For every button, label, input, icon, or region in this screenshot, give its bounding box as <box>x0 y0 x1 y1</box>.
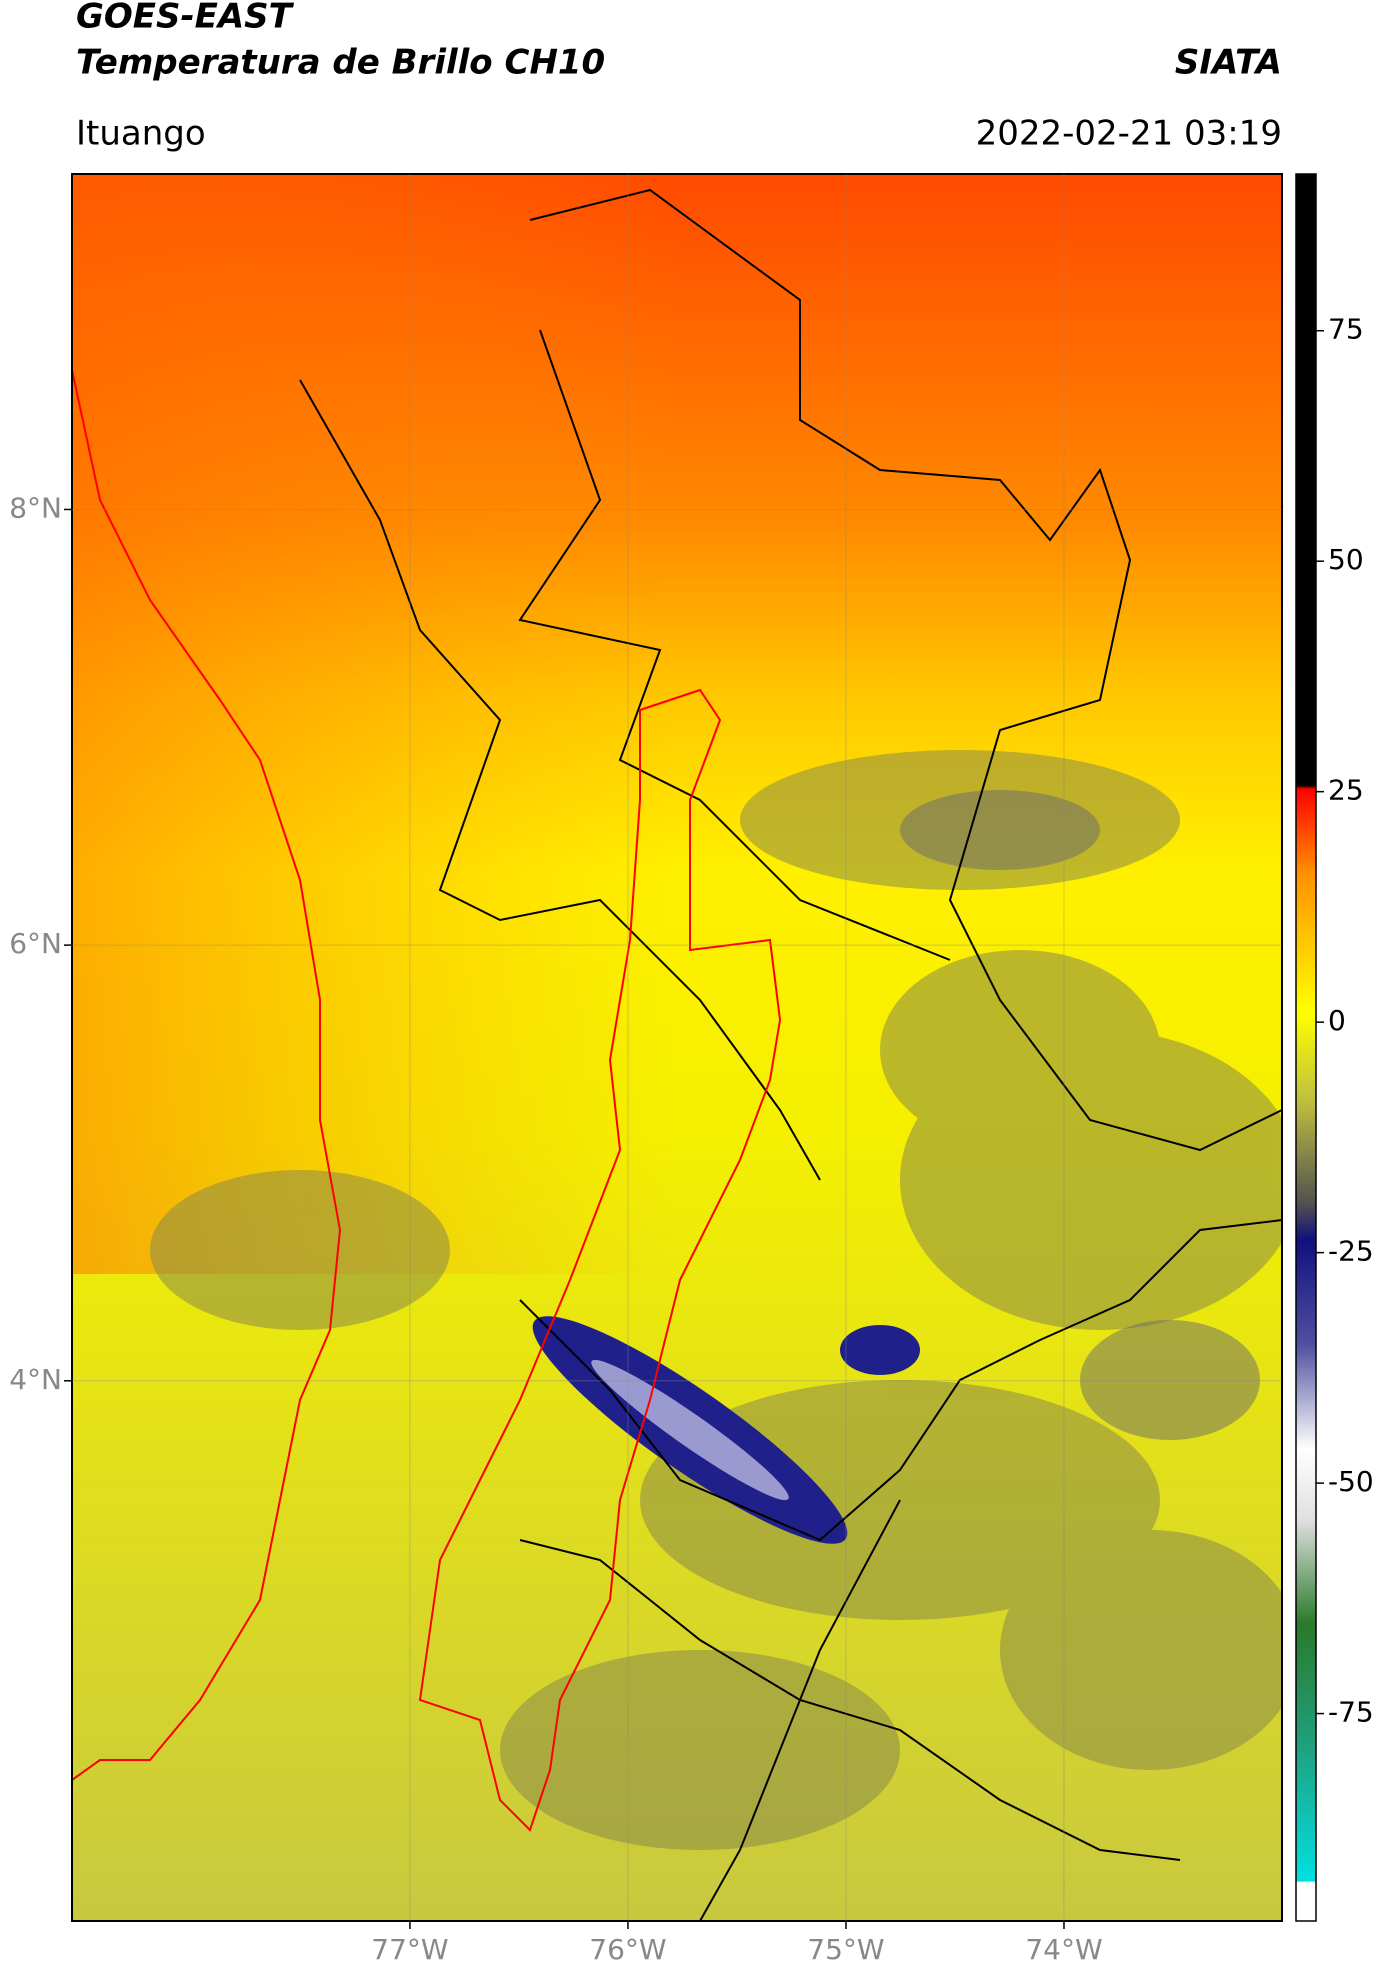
title: GOES-EAST <box>76 0 295 37</box>
y-tick-label: 6°N <box>9 927 62 960</box>
map-frame <box>71 173 1283 1922</box>
colorbar <box>1295 173 1317 1922</box>
location: Ituango <box>76 114 206 154</box>
colorbar-label: -25 <box>1328 1235 1374 1268</box>
brand: SIATA <box>1175 43 1282 83</box>
x-tick-label: 76°W <box>589 1933 666 1966</box>
x-tick-label: 75°W <box>807 1933 884 1966</box>
y-tick-label: 4°N <box>9 1363 62 1396</box>
y-tick-label: 8°N <box>9 491 62 524</box>
colorbar-label: -75 <box>1328 1696 1374 1729</box>
colorbar-label: -50 <box>1328 1465 1374 1498</box>
x-tick-label: 74°W <box>1025 1933 1102 1966</box>
datetime: 2022-02-21 03:19 <box>976 114 1282 154</box>
map-image <box>72 174 1282 1921</box>
colorbar-label: 0 <box>1328 1004 1346 1037</box>
x-tick-label: 77°W <box>371 1933 448 1966</box>
subtitle: Temperatura de Brillo CH10 <box>76 43 605 83</box>
colorbar-label: 75 <box>1328 313 1364 346</box>
colorbar-label: 25 <box>1328 774 1364 807</box>
colorbar-label: 50 <box>1328 543 1364 576</box>
